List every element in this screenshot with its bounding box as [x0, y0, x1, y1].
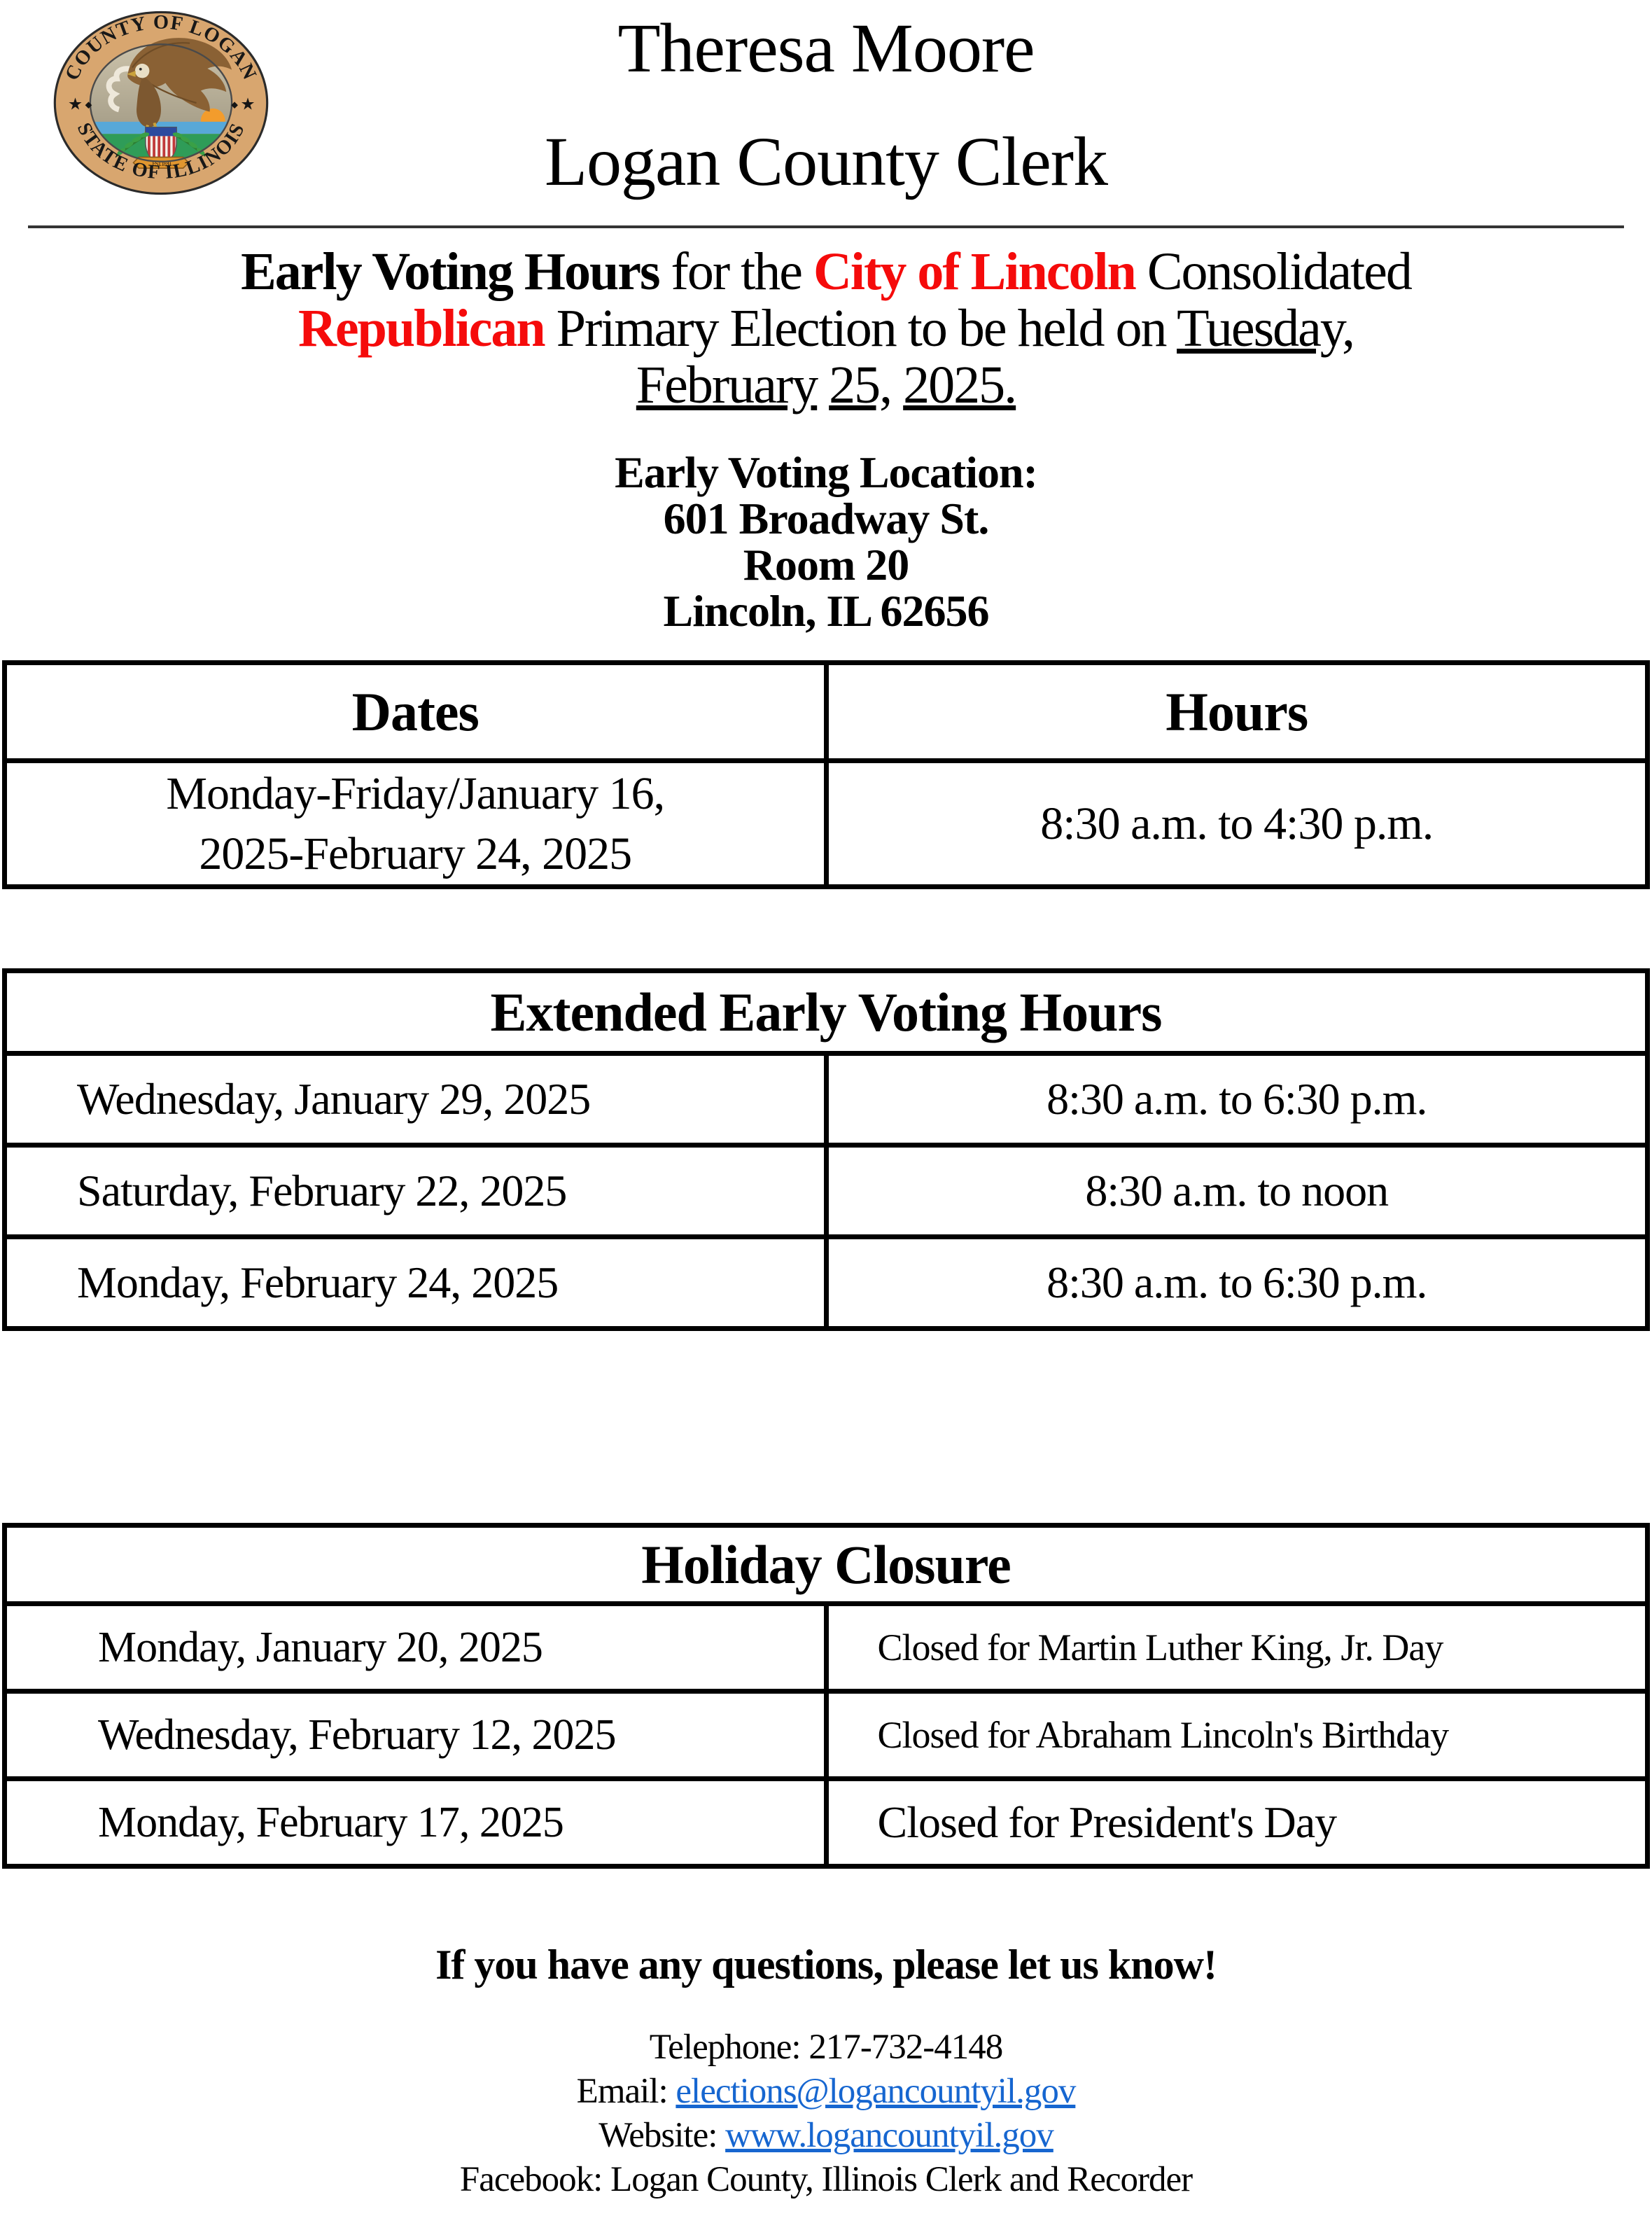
table-row: Monday, January 20, 2025 Closed for Mart…	[2, 1601, 1650, 1694]
svg-text:◆: ◆	[231, 99, 238, 109]
intro-text: Primary Election to be held on	[544, 299, 1177, 358]
telephone-line: Telephone: 217-732-4148	[0, 2026, 1652, 2070]
date-range-line1: Monday-Friday/January 16,	[166, 767, 665, 819]
location-heading: Early Voting Location:	[615, 447, 1038, 497]
table-row: Monday, February 17, 2025 Closed for Pre…	[2, 1776, 1650, 1869]
intro-paragraph: Early Voting Hours for the City of Linco…	[0, 244, 1652, 414]
website-label: Website:	[598, 2116, 726, 2155]
early-voting-hours-table: Dates Hours Monday-Friday/January 16, 20…	[2, 660, 1650, 889]
table-row: Saturday, February 22, 2025 8:30 a.m. to…	[2, 1143, 1650, 1239]
intro-bold-lead: Early Voting Hours	[241, 242, 660, 301]
location-street: 601 Broadway St.	[663, 494, 990, 543]
holiday-reason-cell: Closed for Abraham Lincoln's Birthday	[823, 1689, 1650, 1781]
election-year: 2025.	[903, 356, 1017, 414]
holiday-date-cell: Monday, February 17, 2025	[2, 1776, 829, 1869]
website-line: Website: www.logancountyil.gov	[0, 2114, 1652, 2158]
email-label: Email:	[576, 2072, 676, 2111]
header-divider	[28, 225, 1624, 228]
extended-date-cell: Monday, February 24, 2025	[2, 1234, 829, 1331]
intro-text: for the	[659, 242, 814, 301]
facebook-page-name: Logan County, Illinois Clerk and Recorde…	[610, 2160, 1193, 2199]
clerk-name: Theresa Moore	[617, 9, 1035, 87]
svg-text:EST. 1839: EST. 1839	[152, 161, 171, 168]
early-voting-location: Early Voting Location: 601 Broadway St. …	[0, 450, 1652, 634]
election-month: February	[636, 356, 818, 414]
svg-text:★: ★	[68, 94, 82, 113]
space	[817, 356, 829, 414]
extended-time-cell: 8:30 a.m. to 6:30 p.m.	[823, 1234, 1650, 1331]
hours-table-date-cell: Monday-Friday/January 16, 2025-February …	[2, 758, 829, 889]
svg-text:◆: ◆	[85, 99, 92, 109]
column-header-dates: Dates	[2, 660, 829, 763]
footer-question: If you have any questions, please let us…	[435, 1942, 1217, 1988]
laurel-icon	[116, 132, 206, 157]
extended-table-title: Extended Early Voting Hours	[2, 968, 1650, 1056]
election-day: Tuesday,	[1177, 299, 1355, 358]
holiday-date-cell: Monday, January 20, 2025	[2, 1601, 829, 1694]
extended-time-cell: 8:30 a.m. to noon	[823, 1143, 1650, 1239]
facebook-label: Facebook:	[459, 2160, 611, 2199]
telephone-label: Telephone:	[649, 2028, 809, 2067]
date-range-line2: 2025-February 24, 2025	[199, 828, 632, 879]
election-date: 25,	[829, 356, 892, 414]
facebook-line: Facebook: Logan County, Illinois Clerk a…	[0, 2158, 1652, 2202]
hours-table-time-cell: 8:30 a.m. to 4:30 p.m.	[823, 758, 1650, 889]
holiday-date-cell: Wednesday, February 12, 2025	[2, 1689, 829, 1781]
intro-party-highlight: Republican	[298, 299, 546, 358]
table-row: Monday, February 24, 2025 8:30 a.m. to 6…	[2, 1234, 1650, 1331]
holiday-closure-table: Holiday Closure Monday, January 20, 2025…	[2, 1523, 1650, 1869]
table-row: Wednesday, January 29, 2025 8:30 a.m. to…	[2, 1051, 1650, 1148]
space	[891, 356, 903, 414]
location-city: Lincoln, IL 62656	[663, 586, 990, 636]
county-seal: EST. 1839 COUNTY OF LOGAN STATE OF ILLIN…	[53, 11, 269, 195]
clerk-title: Logan County Clerk	[544, 123, 1108, 200]
email-line: Email: elections@logancountyil.gov	[0, 2070, 1652, 2114]
svg-text:★: ★	[240, 94, 254, 113]
holiday-table-title: Holiday Closure	[2, 1523, 1650, 1606]
extended-date-cell: Wednesday, January 29, 2025	[2, 1051, 829, 1148]
column-header-hours: Hours	[823, 660, 1650, 763]
star-icon: ★ ★ ◆ ◆	[68, 94, 255, 113]
telephone-number: 217-732-4148	[808, 2028, 1003, 2067]
holiday-reason-cell: Closed for Martin Luther King, Jr. Day	[823, 1601, 1650, 1694]
table-row: Wednesday, February 12, 2025 Closed for …	[2, 1689, 1650, 1781]
location-room: Room 20	[743, 540, 910, 590]
holiday-reason-cell: Closed for President's Day	[823, 1776, 1650, 1869]
website-link[interactable]: www.logancountyil.gov	[725, 2116, 1054, 2155]
intro-text: Consolidated	[1135, 242, 1413, 301]
intro-city-highlight: City of Lincoln	[813, 242, 1137, 301]
extended-hours-table: Extended Early Voting Hours Wednesday, J…	[2, 968, 1650, 1331]
extended-date-cell: Saturday, February 22, 2025	[2, 1143, 829, 1239]
shield-icon	[145, 126, 177, 166]
contact-block: Telephone: 217-732-4148 Email: elections…	[0, 2026, 1652, 2202]
extended-time-cell: 8:30 a.m. to 6:30 p.m.	[823, 1051, 1650, 1148]
email-link[interactable]: elections@logancountyil.gov	[676, 2072, 1076, 2111]
